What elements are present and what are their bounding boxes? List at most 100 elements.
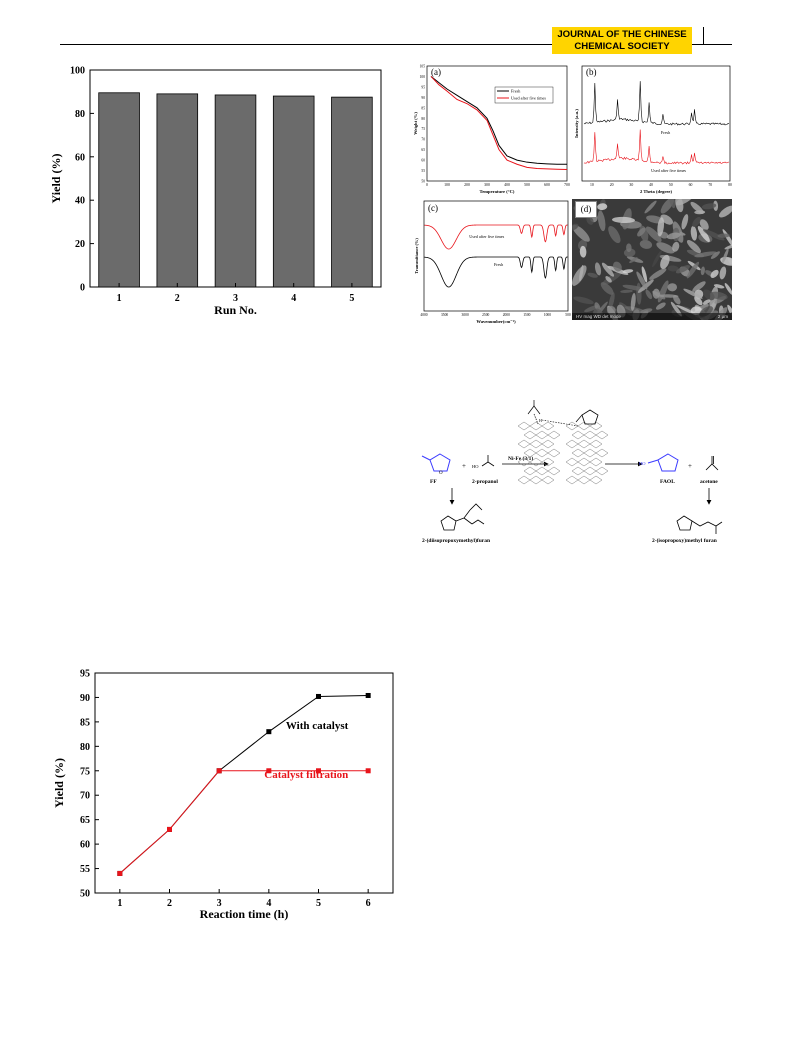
lattice-cell — [583, 430, 597, 440]
y-tick-label: 95 — [421, 85, 425, 89]
sem-flake — [672, 241, 680, 252]
panel-label: (a) — [431, 67, 441, 77]
x-tick-label: 80 — [728, 183, 732, 187]
sem-flake — [600, 282, 614, 295]
x-axis-label: Reaction time (h) — [200, 907, 289, 921]
sem-flake — [701, 203, 717, 210]
lattice-cell — [523, 466, 537, 476]
x-tick-label: 700 — [564, 183, 570, 187]
lattice-cell — [565, 421, 579, 431]
y-tick-label: 80 — [75, 109, 85, 120]
data-point — [117, 870, 123, 876]
series-label: Fresh — [494, 262, 504, 267]
lattice-cell — [577, 457, 591, 467]
legend-label: Fresh — [511, 89, 521, 94]
lattice-cell — [565, 439, 579, 449]
sem-flake — [572, 223, 579, 231]
x-tick-label: 1000 — [544, 313, 551, 317]
sem-flake — [727, 304, 732, 318]
lattice-cell — [529, 421, 543, 431]
y-tick-label: 85 — [421, 106, 425, 110]
byproduct-right-label: 2-(isopropoxy)methyl furan — [652, 537, 717, 544]
y-tick-label: 20 — [75, 239, 85, 250]
header-rule — [60, 44, 732, 45]
isopropoxymethyl-furan-molecule — [676, 515, 723, 534]
bar-chart-reuse-yield: 0 20 40 60 80 100 1 2 3 4 5 Run No. Yield (%) — [49, 66, 382, 317]
sem-flake — [658, 294, 679, 298]
faol-oh-label: HO — [639, 461, 646, 466]
x-tick-label: 60 — [689, 183, 693, 187]
series-label: Used after five times — [651, 168, 686, 173]
x-tick-label: 200 — [464, 183, 470, 187]
x-tick-label: 2000 — [503, 313, 510, 317]
y-tick-label: 50 — [80, 889, 90, 900]
x-tick-label: 3000 — [462, 313, 469, 317]
y-tick-label: 65 — [421, 148, 425, 152]
x-tick-label: 40 — [649, 183, 653, 187]
y-axis-label: Intensity (a.u.) — [574, 109, 579, 138]
x-axis-label: Temperature (°C) — [480, 189, 515, 194]
lattice-cell — [595, 466, 609, 476]
x-tick-label: 3 — [233, 293, 238, 304]
lattice-cell — [535, 466, 549, 476]
sem-flake — [686, 261, 700, 279]
sem-image — [572, 199, 732, 320]
acetone-molecule — [705, 456, 719, 471]
sem-flake — [652, 250, 662, 268]
panel-label: (c) — [428, 203, 438, 213]
lattice-cell — [595, 448, 609, 458]
y-tick-label: 40 — [75, 196, 85, 207]
x-axis-label: Wavenumber(cm⁻¹) — [476, 319, 516, 324]
sem-flake — [597, 210, 606, 232]
ftir-used-line — [424, 224, 568, 250]
x-axis-label: 2 Theta (degree) — [640, 189, 672, 194]
lattice-cell — [517, 421, 531, 431]
x-tick-label: 5 — [316, 898, 321, 909]
diisopropoxymethyl-furan-molecule — [440, 503, 485, 531]
x-tick-label: 50 — [669, 183, 673, 187]
sem-flake — [686, 240, 701, 254]
header-tick — [703, 27, 704, 44]
sem-flake — [702, 229, 725, 241]
data-point — [316, 693, 321, 699]
sem-flake — [692, 216, 701, 227]
sem-flake — [630, 292, 636, 311]
y-tick-label: 55 — [80, 864, 90, 875]
sem-flake — [717, 233, 730, 238]
y-axis-label: Transmittance (%) — [414, 238, 419, 274]
propanol-oh: HO — [472, 464, 479, 469]
y-axis-label: Weight (%) — [413, 112, 418, 135]
sem-flake — [690, 201, 704, 214]
sem-flake — [602, 271, 622, 285]
sem-flake — [690, 225, 698, 241]
tga-chart: 50 55 60 65 70 75 80 85 90 95 100 105 0 100 200 300 400 5… — [413, 65, 570, 195]
sem-flake — [666, 232, 681, 240]
lattice-cell — [547, 430, 561, 440]
x-tick-label: 4 — [266, 898, 271, 909]
sem-flake — [694, 251, 717, 258]
y-axis-label: Yield (%) — [52, 758, 66, 808]
y-tick-label: 55 — [421, 169, 425, 173]
x-axis-label: Run No. — [214, 303, 257, 317]
sem-flake — [594, 262, 602, 276]
lattice-cell — [523, 430, 537, 440]
lattice-cell — [571, 430, 585, 440]
lattice-cell — [571, 448, 585, 458]
acetone-label: acetone — [700, 479, 718, 485]
sem-flake — [601, 262, 615, 277]
sem-flake — [681, 214, 689, 230]
catalyst-surface-left — [517, 421, 561, 485]
sem-flake — [709, 291, 728, 300]
adsorbed-intermediate: H — [527, 400, 599, 427]
sem-flake — [622, 269, 634, 274]
lattice-cell — [583, 448, 597, 458]
xrd-fresh-line — [583, 81, 730, 126]
sem-panel-label: (d) — [575, 201, 597, 218]
data-point — [365, 768, 371, 774]
x-tick-label: 20 — [610, 183, 614, 187]
catalyst-label: Ni-Fe (3/1) — [508, 455, 533, 462]
sem-flake — [639, 239, 653, 249]
x-tick-label: 1 — [117, 898, 122, 909]
lattice-cell — [517, 475, 531, 485]
sem-flake — [626, 243, 632, 253]
